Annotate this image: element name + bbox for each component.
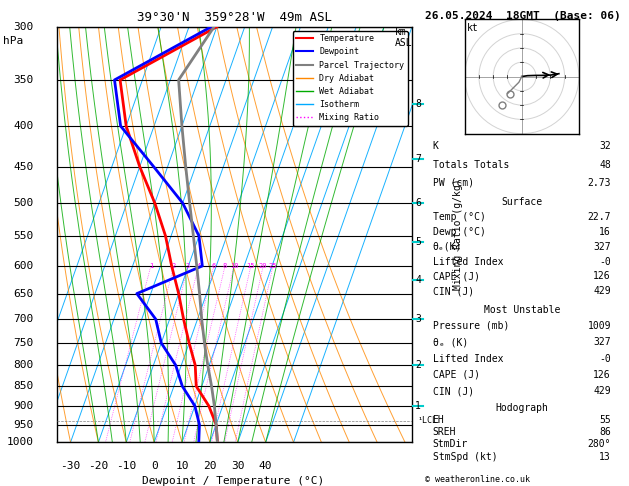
Text: 6: 6	[415, 198, 421, 208]
Text: 20: 20	[203, 461, 216, 471]
Text: 4: 4	[196, 263, 201, 269]
Text: 2: 2	[415, 360, 421, 370]
Text: CAPE (J): CAPE (J)	[433, 370, 479, 380]
Text: 15: 15	[247, 263, 255, 269]
Text: 400: 400	[13, 121, 33, 131]
Text: SREH: SREH	[433, 427, 456, 437]
Text: 126: 126	[593, 370, 611, 380]
Text: Temp (°C): Temp (°C)	[433, 212, 486, 222]
Text: Most Unstable: Most Unstable	[484, 305, 560, 314]
Text: 900: 900	[13, 401, 33, 411]
Text: Totals Totals: Totals Totals	[433, 159, 509, 170]
Text: Pressure (mb): Pressure (mb)	[433, 321, 509, 331]
Text: 48: 48	[599, 159, 611, 170]
Text: 22.7: 22.7	[587, 212, 611, 222]
Text: 327: 327	[593, 242, 611, 252]
Text: Lifted Index: Lifted Index	[433, 354, 503, 364]
Text: 3: 3	[186, 263, 190, 269]
Text: km
ASL: km ASL	[395, 27, 413, 48]
Text: 40: 40	[259, 461, 272, 471]
Text: 25: 25	[269, 263, 277, 269]
Text: hPa: hPa	[3, 36, 23, 47]
Text: 1: 1	[148, 263, 153, 269]
Text: kt: kt	[467, 23, 479, 33]
Text: 280°: 280°	[587, 439, 611, 449]
Text: 1000: 1000	[6, 437, 33, 447]
Text: 86: 86	[599, 427, 611, 437]
Text: StmDir: StmDir	[433, 439, 468, 449]
Text: θₑ (K): θₑ (K)	[433, 337, 468, 347]
Text: 327: 327	[593, 337, 611, 347]
Text: 800: 800	[13, 360, 33, 370]
Text: CIN (J): CIN (J)	[433, 386, 474, 396]
Text: 10: 10	[175, 461, 189, 471]
Text: -20: -20	[88, 461, 109, 471]
Text: 2.73: 2.73	[587, 178, 611, 188]
Text: θₑ(K): θₑ(K)	[433, 242, 462, 252]
Text: EH: EH	[433, 415, 444, 425]
Text: 30: 30	[231, 461, 245, 471]
Text: PW (cm): PW (cm)	[433, 178, 474, 188]
Text: 32: 32	[599, 141, 611, 151]
Text: 0: 0	[151, 461, 157, 471]
Text: 8: 8	[415, 99, 421, 109]
Text: 850: 850	[13, 381, 33, 391]
Text: 750: 750	[13, 338, 33, 348]
Text: 6: 6	[211, 263, 216, 269]
Text: 450: 450	[13, 162, 33, 172]
Title: 39°30'N  359°28'W  49m ASL: 39°30'N 359°28'W 49m ASL	[136, 11, 332, 24]
Text: 126: 126	[593, 272, 611, 281]
Text: 2: 2	[172, 263, 176, 269]
Text: 13: 13	[599, 451, 611, 462]
Text: 20: 20	[259, 263, 267, 269]
Text: 5: 5	[415, 237, 421, 247]
Text: 650: 650	[13, 289, 33, 298]
Text: CIN (J): CIN (J)	[433, 286, 474, 296]
Text: K: K	[433, 141, 438, 151]
Text: -0: -0	[599, 354, 611, 364]
Text: -10: -10	[116, 461, 136, 471]
Text: Mixing Ratio (g/kg): Mixing Ratio (g/kg)	[454, 179, 463, 290]
Text: 350: 350	[13, 75, 33, 85]
Text: 1: 1	[415, 401, 421, 411]
Text: 700: 700	[13, 314, 33, 324]
Text: 4: 4	[415, 275, 421, 285]
Text: 8: 8	[223, 263, 227, 269]
Text: Hodograph: Hodograph	[495, 402, 548, 413]
Text: 500: 500	[13, 198, 33, 208]
Text: © weatheronline.co.uk: © weatheronline.co.uk	[425, 474, 530, 484]
Text: 950: 950	[13, 419, 33, 430]
Text: 600: 600	[13, 261, 33, 271]
Text: ¹LCL: ¹LCL	[417, 417, 437, 425]
Text: 16: 16	[599, 226, 611, 237]
Text: Surface: Surface	[501, 197, 542, 207]
Text: 429: 429	[593, 386, 611, 396]
Text: -30: -30	[60, 461, 81, 471]
Text: 10: 10	[230, 263, 238, 269]
Text: 300: 300	[13, 22, 33, 32]
Text: 3: 3	[415, 314, 421, 324]
Text: Lifted Index: Lifted Index	[433, 257, 503, 267]
Text: StmSpd (kt): StmSpd (kt)	[433, 451, 497, 462]
Text: 7: 7	[415, 154, 421, 164]
Text: -0: -0	[599, 257, 611, 267]
Text: 26.05.2024  18GMT  (Base: 06): 26.05.2024 18GMT (Base: 06)	[425, 11, 620, 21]
Legend: Temperature, Dewpoint, Parcel Trajectory, Dry Adiabat, Wet Adiabat, Isotherm, Mi: Temperature, Dewpoint, Parcel Trajectory…	[293, 31, 408, 125]
Text: 550: 550	[13, 231, 33, 241]
Text: 55: 55	[599, 415, 611, 425]
Text: Dewpoint / Temperature (°C): Dewpoint / Temperature (°C)	[142, 476, 324, 486]
Text: 429: 429	[593, 286, 611, 296]
Text: Dewp (°C): Dewp (°C)	[433, 226, 486, 237]
Text: CAPE (J): CAPE (J)	[433, 272, 479, 281]
Text: 1009: 1009	[587, 321, 611, 331]
